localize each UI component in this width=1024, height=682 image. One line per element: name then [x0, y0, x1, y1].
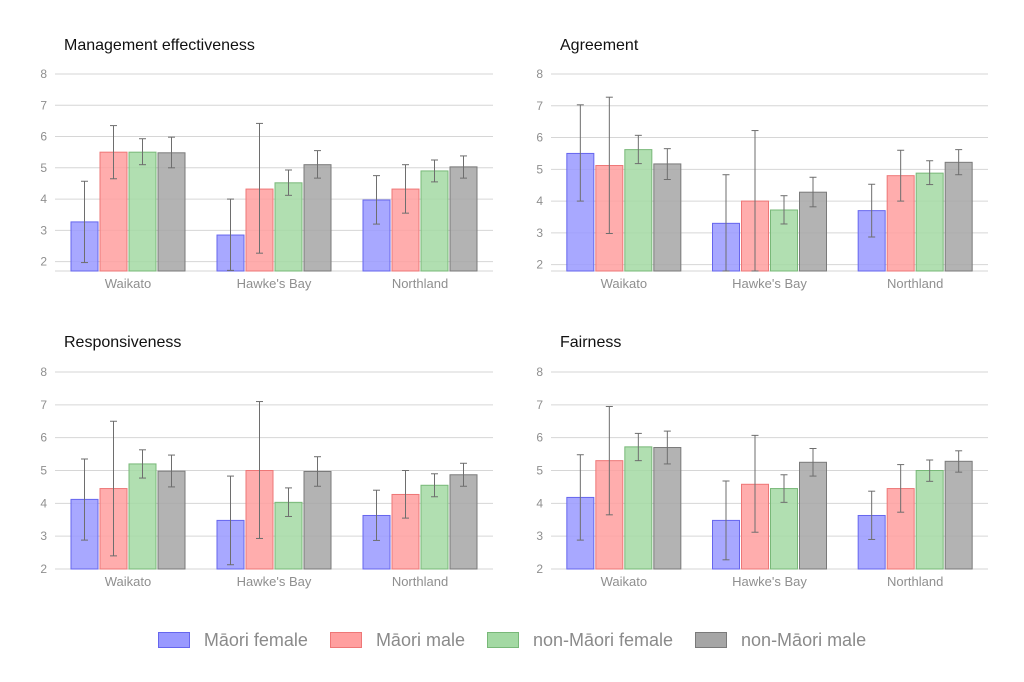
y-tick-label: 8 [536, 67, 543, 81]
bar [449, 166, 478, 272]
y-tick-label: 5 [536, 162, 543, 176]
y-tick-label: 7 [40, 98, 47, 112]
chart-panel-1: Management effectiveness 2 3 4 5 6 7 8 Waikato Ha… [40, 37, 493, 291]
bar [157, 152, 186, 272]
chart-title: Fairness [560, 334, 621, 351]
bar [391, 188, 420, 272]
y-tick-label: 7 [536, 99, 543, 113]
bar [128, 463, 157, 570]
legend-label-maori-female: Māori female [203, 629, 308, 650]
y-tick-label: 4 [536, 496, 543, 510]
legend-item-non-maori-male: non-Māori male [695, 630, 866, 651]
bar [303, 164, 332, 272]
bar [449, 474, 478, 570]
y-tick-label: 7 [40, 398, 47, 412]
bar [944, 161, 973, 272]
chart-panel-2: Agreement 2 3 4 5 6 7 8 Waikato Hawke's Bay Northl… [536, 37, 988, 291]
x-tick-label: Northland [887, 574, 943, 589]
legend-label-non-maori-male: non-Māori male [741, 629, 867, 650]
bar [624, 446, 653, 570]
legend-swatch-non-maori-female [486, 632, 519, 648]
bar [303, 470, 332, 570]
bar [944, 460, 973, 570]
legend-label-non-maori-female: non-Māori female [532, 629, 674, 650]
legend-label-maori-male: Māori male [375, 629, 465, 650]
legend-item-non-maori-female: non-Māori female [486, 629, 674, 651]
chart-panel-4: Fairness 2 3 4 5 6 7 8 Waikato Hawke's Bay Northla… [536, 334, 988, 589]
chart-title: Responsiveness [64, 334, 181, 351]
y-tick-label: 4 [536, 194, 543, 208]
y-tick-label: 2 [536, 562, 543, 576]
bar [420, 170, 449, 272]
bar [420, 484, 449, 570]
y-tick-label: 8 [536, 365, 543, 379]
legend-item-maori-male: Māori male [329, 629, 465, 651]
y-tick-label: 6 [40, 130, 47, 144]
bar [653, 447, 682, 570]
y-tick-label: 3 [536, 529, 543, 543]
x-tick-label: Waikato [105, 574, 151, 589]
legend-swatch-maori-female [157, 632, 190, 648]
bar [653, 163, 682, 272]
y-tick-label: 2 [536, 258, 543, 272]
bar [799, 191, 827, 272]
chart-panel-3: Responsiveness 2 3 4 5 6 7 8 Waikato Hawke's Bay N… [40, 334, 493, 589]
y-tick-label: 6 [40, 431, 47, 445]
y-tick-label: 6 [536, 131, 543, 145]
chart-title: Management effectiveness [64, 37, 255, 54]
y-tick-label: 4 [40, 496, 47, 510]
y-tick-label: 2 [40, 562, 47, 576]
bar [128, 151, 157, 272]
bar [624, 149, 653, 272]
x-tick-label: Waikato [105, 276, 151, 291]
legend: Māori female Māori male non-Māori female… [0, 622, 1024, 658]
y-tick-label: 3 [40, 529, 47, 543]
legend-swatch-non-maori-male [695, 632, 728, 648]
bar [799, 461, 827, 570]
legend-item-maori-female: Māori female [157, 629, 308, 651]
x-tick-label: Hawke's Bay [237, 276, 312, 291]
y-tick-label: 5 [40, 464, 47, 478]
x-tick-label: Northland [392, 276, 448, 291]
x-tick-label: Hawke's Bay [732, 276, 807, 291]
bar [915, 470, 944, 570]
legend-swatch-maori-male [329, 632, 362, 648]
y-tick-label: 8 [40, 67, 47, 81]
y-tick-label: 8 [40, 365, 47, 379]
y-tick-label: 3 [40, 223, 47, 237]
x-tick-label: Northland [392, 574, 448, 589]
chart-title: Agreement [560, 37, 639, 54]
x-tick-label: Waikato [601, 574, 647, 589]
y-tick-label: 7 [536, 398, 543, 412]
y-tick-label: 5 [40, 161, 47, 175]
faceted-bar-charts: Management effectiveness 2 3 4 5 6 7 8 Waikato Ha… [40, 37, 988, 589]
x-tick-label: Northland [887, 276, 943, 291]
x-tick-label: Hawke's Bay [237, 574, 312, 589]
y-tick-label: 5 [536, 464, 543, 478]
y-tick-label: 3 [536, 226, 543, 240]
x-tick-label: Waikato [601, 276, 647, 291]
y-tick-label: 6 [536, 431, 543, 445]
bar [274, 182, 303, 272]
y-tick-label: 4 [40, 192, 47, 206]
bar [157, 470, 186, 570]
y-tick-label: 2 [40, 255, 47, 269]
bar [915, 172, 944, 272]
x-tick-label: Hawke's Bay [732, 574, 807, 589]
